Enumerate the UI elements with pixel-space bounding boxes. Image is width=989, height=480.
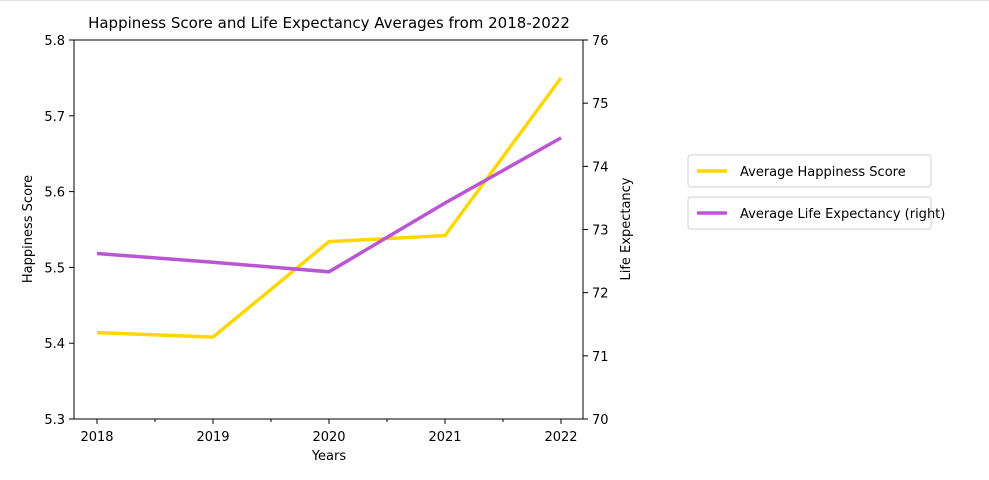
plot-frame bbox=[73, 39, 584, 420]
x-tick-label: 2020 bbox=[312, 430, 345, 445]
legend-box-2 bbox=[687, 196, 932, 230]
y2-axis-ticks: 70 71 72 73 74 75 76 bbox=[583, 34, 609, 428]
y-tick-label: 5.7 bbox=[44, 110, 65, 125]
y2-tick-label: 73 bbox=[592, 224, 609, 239]
y-tick-label: 5.5 bbox=[44, 261, 65, 276]
y2-tick-label: 70 bbox=[592, 413, 609, 428]
legend: Average Happiness Score Average Life Expe… bbox=[687, 154, 945, 230]
chart-title: Happiness Score and Life Expectancy Aver… bbox=[88, 14, 570, 32]
x-tick-label: 2021 bbox=[428, 430, 461, 445]
x-axis-ticks: 2018 2019 2020 2021 2022 bbox=[80, 419, 578, 445]
x-tick-label: 2022 bbox=[544, 430, 577, 445]
y2-tick-label: 71 bbox=[592, 350, 609, 365]
y-tick-label: 5.4 bbox=[44, 337, 65, 352]
y2-tick-label: 75 bbox=[592, 97, 609, 112]
series-line-1 bbox=[96, 76, 563, 339]
y-tick-label: 5.6 bbox=[44, 186, 65, 201]
legend-box-1 bbox=[687, 154, 932, 188]
x-tick-label: 2018 bbox=[80, 430, 113, 445]
y-axis-label: Happiness Score bbox=[21, 175, 36, 283]
series-lines bbox=[96, 76, 563, 339]
y-tick-label: 5.3 bbox=[44, 413, 65, 428]
legend-label-1: Average Happiness Score bbox=[740, 165, 906, 180]
y2-tick-label: 76 bbox=[592, 34, 609, 49]
y2-tick-label: 74 bbox=[592, 160, 609, 175]
y-tick-label: 5.8 bbox=[44, 34, 65, 49]
series-line-2 bbox=[96, 136, 562, 274]
y2-tick-label: 72 bbox=[592, 287, 609, 302]
top-divider bbox=[0, 0, 989, 1]
legend-label-2: Average Life Expectancy (right) bbox=[740, 207, 945, 222]
x-tick-label: 2019 bbox=[196, 430, 229, 445]
x-axis-label: Years bbox=[311, 449, 347, 464]
y-axis-ticks: 5.3 5.4 5.5 5.6 5.7 5.8 bbox=[44, 34, 74, 428]
y2-axis-label: Life Expectancy bbox=[619, 177, 634, 280]
